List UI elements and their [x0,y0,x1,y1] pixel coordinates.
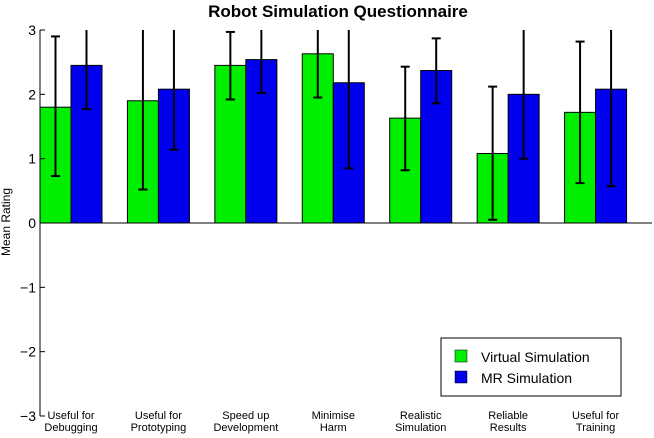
y-tick-label: 3 [28,22,36,38]
y-axis-label: Mean Rating [0,188,13,256]
x-category-label: Useful for [47,410,94,422]
legend-box [440,337,622,397]
legend-label: MR Simulation [481,370,572,386]
x-category-label: Realistic [400,410,442,422]
legend-label: Virtual Simulation [481,349,590,365]
y-tick-label: 1 [28,151,36,167]
x-category-label: Speed up [222,410,269,422]
x-category-label: Debugging [44,422,97,434]
y-tick-label: −1 [20,279,36,295]
x-category-label: Useful for [135,410,182,422]
legend-swatch [454,349,468,363]
legend: Virtual Simulation MR Simulation [440,337,622,397]
x-category-label: Reliable [488,410,528,422]
x-category-label: Simulation [395,422,446,434]
x-category-label: Useful for [572,410,619,422]
y-tick-label: −3 [20,408,36,424]
y-tick-label: 0 [28,215,36,231]
x-category-label: Prototyping [131,422,187,434]
y-tick-label: 2 [28,86,36,102]
legend-swatch [454,370,468,384]
x-category-label: Results [490,422,527,434]
x-category-label: Harm [320,422,347,434]
chart-title: Robot Simulation Questionnaire [208,2,468,21]
x-category-label: Development [213,422,278,434]
x-category-label: Training [576,422,615,434]
y-tick-label: −2 [20,344,36,360]
x-category-label: Minimise [312,410,355,422]
